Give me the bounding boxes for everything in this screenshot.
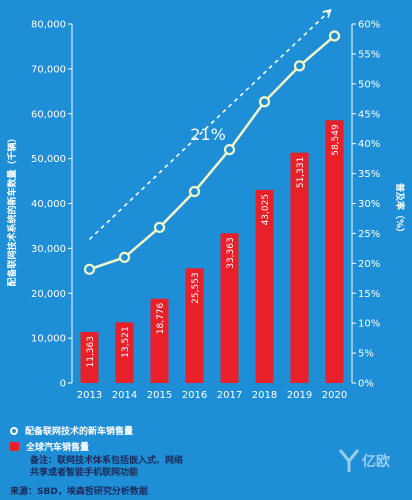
right-tick-label: 50% [358,79,380,90]
right-tick-label: 10% [358,319,380,330]
bar [115,322,134,383]
left-tick-label: 0 [60,379,66,390]
bar [220,233,239,383]
line-point [258,96,271,108]
bar-value-label: 43,025 [261,194,271,226]
right-tick-label: 25% [358,229,380,240]
bar [290,152,309,383]
right-tick-label: 0% [358,379,374,390]
line-point [223,144,236,156]
left-tick-label: 30,000 [31,244,66,255]
trend-arrowhead [322,8,332,18]
left-tick-label: 70,000 [31,64,66,75]
watermark-text: 亿欧 [362,454,390,470]
bar [185,268,204,383]
line-point [153,221,166,234]
penetration-line [89,35,336,271]
watermark-logo-icon [338,449,360,472]
line-point [83,263,96,275]
bar-value-label: 18,776 [156,302,166,334]
right-tick-label: 60% [358,20,380,31]
bars [80,120,344,384]
x-tick-label: 2020 [322,390,347,401]
left-axis: 0 10,000 20,000 30,000 40,000 50,000 60,000 70,… [31,20,73,390]
left-tick-label: 60,000 [31,109,66,120]
right-axis: 0% 5% 10% 15% 20% 25% 30% 35% 40% 45% 50% 55% 60% [351,20,380,390]
x-tick-label: 2018 [252,390,277,401]
legend-line-entry: 配备联网技术的新车销售量 [10,424,133,437]
line-point [293,60,306,72]
legend-square-icon [10,442,19,451]
x-tick-label: 2014 [112,390,137,401]
bar [325,120,344,384]
left-tick-label: 40,000 [31,199,66,210]
right-tick-label: 35% [358,169,380,180]
bar-labels: 11,363 13,521 18,776 25,553 33,363 43,025 51,3… [86,124,341,368]
line-point [188,185,201,198]
x-axis-labels: 2013 2014 2015 2016 2017 2018 2019 2020 [77,390,347,401]
right-tick-label: 30% [358,199,380,210]
line-point [328,30,341,42]
right-tick-label: 40% [358,139,380,150]
line-series [83,30,341,275]
left-tick-label: 20,000 [31,289,66,300]
right-tick-label: 15% [358,289,380,300]
right-tick-label: 55% [358,49,380,60]
x-tick-label: 2019 [287,390,312,401]
left-tick-label: 10,000 [31,334,66,345]
x-tick-label: 2013 [77,390,102,401]
legend-line-label: 配备联网技术的新车销售量 [25,427,134,437]
x-tick-label: 2016 [182,390,207,401]
y-axis-label-left: 配备联网技术系统的新车数量（千辆） [6,133,18,286]
bar-value-label: 11,363 [86,336,96,368]
note-line-2: 共享或者智能手机联网功能 [30,468,139,478]
legend-bar-label: 全球汽车销售量 [26,443,90,453]
legend-circle-icon [10,426,18,435]
bar-value-label: 25,553 [191,272,201,304]
bar-value-label: 51,331 [296,157,306,189]
bar [150,298,169,383]
bar-value-label: 58,549 [331,124,341,156]
right-tick-label: 45% [358,109,380,120]
bar-value-label: 33,363 [226,237,236,269]
trend-arrow [88,8,332,240]
x-tick-label: 2017 [217,390,242,401]
growth-annotation: 21% [190,125,226,144]
right-tick-label: 5% [358,349,374,360]
legend-bar-entry: 全球汽车销售量 [10,440,89,453]
note-line-1: 备注：联网技术体系包括嵌入式、网络 [30,456,184,466]
bar [80,332,99,383]
line-point [118,251,131,263]
left-tick-label: 80,000 [31,20,66,31]
left-tick-label: 50,000 [31,154,66,165]
watermark: 亿欧 [338,448,390,474]
y-axis-label-right: 普及率（%） [394,183,406,237]
bar [255,189,274,383]
right-tick-label: 20% [358,259,380,270]
x-tick-label: 2015 [147,390,172,401]
source-text: 来源：SBD，埃森哲研究分析数据 [10,487,148,497]
bar-value-label: 13,521 [121,326,131,358]
